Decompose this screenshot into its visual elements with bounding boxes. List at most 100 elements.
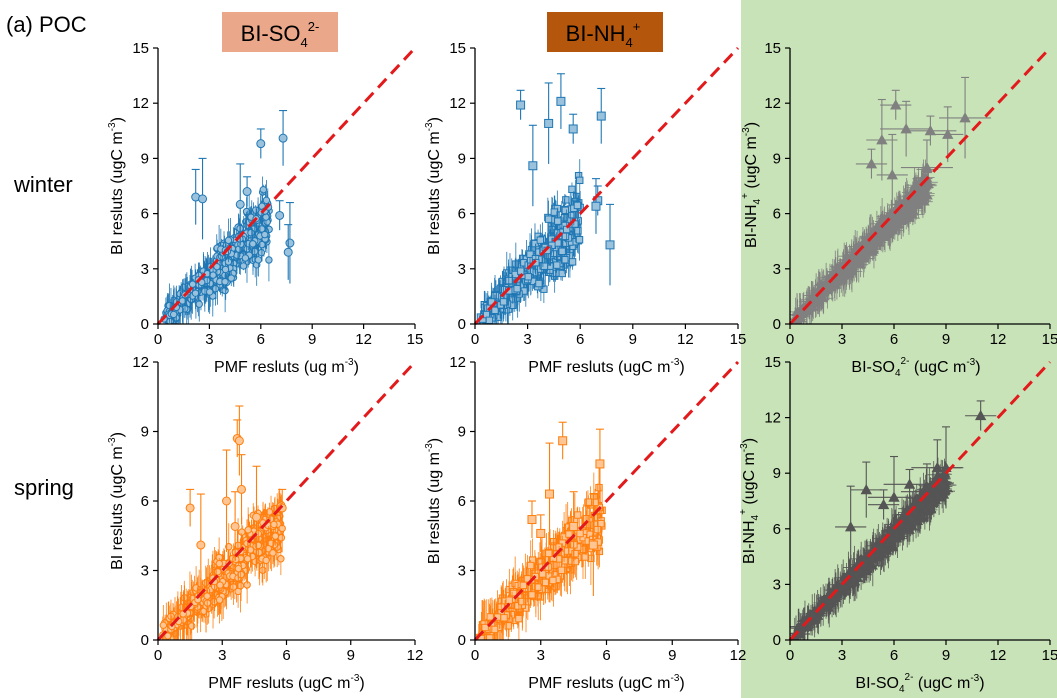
data-point xyxy=(584,498,593,506)
data-point xyxy=(903,201,914,211)
data-point xyxy=(188,280,197,288)
badge-so4-base: BI-SO xyxy=(241,21,301,46)
data-point xyxy=(524,273,532,281)
plot-area-spring-nh4 xyxy=(475,421,606,640)
row-label-winter: winter xyxy=(13,172,73,197)
data-point xyxy=(262,556,270,565)
x-tick-label: 9 xyxy=(308,331,316,348)
data-point xyxy=(214,568,222,576)
data-point xyxy=(540,262,549,270)
data-point xyxy=(573,201,582,210)
badge-so4-sup: 2- xyxy=(308,19,320,34)
y-tick-label: 0 xyxy=(141,316,149,333)
x-axis-label: PMF resluts (ug m-3) xyxy=(214,357,359,376)
data-point xyxy=(908,209,918,219)
data-point xyxy=(504,622,512,630)
x-tick-label: 6 xyxy=(890,331,898,348)
data-point-2 xyxy=(876,134,888,145)
data-point xyxy=(169,310,178,319)
y-axis-label: BI resluts (ugC m-3) xyxy=(107,432,126,570)
reference-line-y-eq-x xyxy=(156,46,417,326)
x-tick-label: 12 xyxy=(355,331,372,348)
x-tick-label: 6 xyxy=(282,647,290,664)
badge-so4-sub: 4 xyxy=(301,35,308,50)
data-point xyxy=(553,261,561,269)
x-tick-label: 9 xyxy=(347,647,355,664)
data-point xyxy=(244,526,252,534)
panel-label: (a) POC xyxy=(6,12,87,37)
data-point xyxy=(243,555,252,563)
data-point xyxy=(188,622,196,630)
x-tick-label: 3 xyxy=(205,331,213,348)
x-tick-label: 3 xyxy=(838,331,846,348)
data-point xyxy=(257,248,266,257)
data-point xyxy=(554,217,562,225)
data-point-7 xyxy=(237,484,247,494)
y-tick-label: 3 xyxy=(773,261,781,278)
data-point xyxy=(178,297,187,305)
data-point xyxy=(202,579,210,587)
y-tick-label: 0 xyxy=(773,316,781,333)
data-point xyxy=(264,544,273,553)
data-point xyxy=(517,267,525,275)
x-tick-label: 0 xyxy=(154,331,162,348)
data-point xyxy=(271,532,280,540)
data-point xyxy=(536,236,545,244)
plot-winter-so4: 0 3 6 9 12 15 0 3 6 9 12 15 PMF resluts (ug m-3) BI r… xyxy=(107,40,423,376)
reference-line-y-eq-x xyxy=(788,46,1052,326)
data-point-6 xyxy=(865,158,878,169)
data-point xyxy=(229,583,238,591)
badge-nh4-base: BI-NH xyxy=(566,21,626,46)
plot-area-winter-so4 xyxy=(160,110,295,324)
y-tick-label: 12 xyxy=(132,95,149,112)
x-tick-label: 9 xyxy=(942,331,950,348)
y-tick-label: 6 xyxy=(141,206,149,223)
header-badge-nh4: BI-NH4+ xyxy=(547,12,663,52)
y-tick-label: 15 xyxy=(764,40,781,57)
data-point xyxy=(195,300,203,308)
data-point xyxy=(576,176,584,185)
data-point xyxy=(247,229,255,237)
x-tick-label: 6 xyxy=(576,331,584,348)
data-point xyxy=(561,256,569,264)
data-point-7 xyxy=(591,201,601,211)
y-tick-label: 9 xyxy=(141,150,149,167)
data-point xyxy=(513,285,521,293)
data-point xyxy=(213,262,221,271)
data-point-8 xyxy=(528,161,538,171)
data-point-1 xyxy=(234,436,244,446)
data-point xyxy=(259,566,267,574)
data-point-0 xyxy=(516,100,526,110)
data-point-5 xyxy=(252,512,262,522)
plot-spring-so4: 0 3 6 9 12 0 3 6 9 12 PMF resluts (ugC m-3) BI resl… xyxy=(107,354,423,692)
data-point-1 xyxy=(278,133,288,143)
point-cloud xyxy=(160,176,273,324)
data-point xyxy=(262,213,270,221)
data-point-3 xyxy=(924,124,937,136)
x-tick-label: 0 xyxy=(471,331,479,348)
y-axis-label: BI resluts (ugC m-3) xyxy=(424,117,443,255)
data-point-7 xyxy=(283,247,293,257)
data-point xyxy=(544,215,553,223)
data-point xyxy=(558,247,566,256)
data-point xyxy=(568,258,577,266)
data-point xyxy=(908,195,919,205)
data-point-2 xyxy=(544,118,554,128)
data-point xyxy=(499,298,508,306)
y-tick-label: 12 xyxy=(132,354,149,371)
data-point xyxy=(595,483,603,492)
reference-line-y-eq-x xyxy=(156,360,417,642)
badge-nh4-sup: + xyxy=(633,19,641,34)
data-point xyxy=(249,240,257,248)
data-point-8 xyxy=(196,540,206,550)
x-tick-label: 15 xyxy=(407,331,424,348)
data-point xyxy=(858,247,869,257)
x-tick-label: 0 xyxy=(786,331,794,348)
data-point xyxy=(830,276,841,286)
data-point xyxy=(221,265,230,274)
data-point xyxy=(211,284,220,293)
x-tick-label: 12 xyxy=(677,331,694,348)
y-tick-label: 6 xyxy=(458,206,466,223)
y-tick-label: 15 xyxy=(449,40,466,57)
